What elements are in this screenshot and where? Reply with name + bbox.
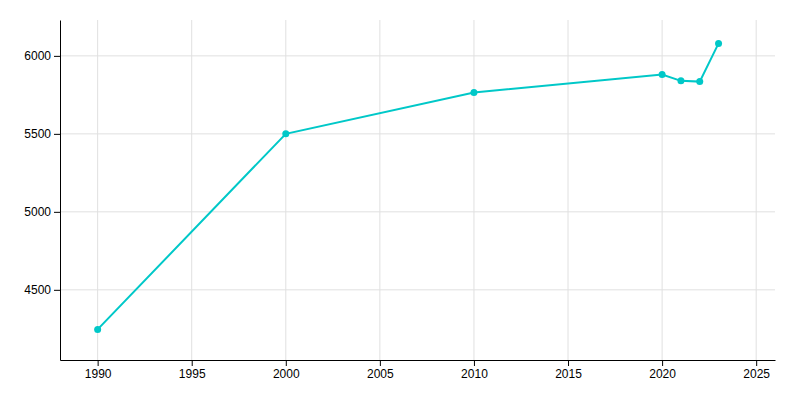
marker — [282, 130, 289, 137]
tick-mark — [98, 360, 99, 366]
tick-label: 2000 — [273, 367, 300, 381]
tick: 2000 — [273, 360, 300, 381]
chart: 1990 1995 2000 2005 2010 2015 2020 2025 4500 5000… — [0, 0, 800, 400]
tick-label: 2010 — [461, 367, 488, 381]
tick: 2025 — [743, 360, 770, 381]
tick: 2010 — [461, 360, 488, 381]
tick: 5000 — [24, 205, 60, 219]
tick-mark — [286, 360, 287, 366]
tick-label: 2025 — [743, 367, 770, 381]
tick: 2020 — [649, 360, 676, 381]
grid-line — [60, 289, 775, 290]
tick-label: 5000 — [24, 205, 51, 219]
tick-mark — [54, 212, 60, 213]
marker — [715, 40, 722, 47]
marker — [470, 89, 477, 96]
tick-label: 2020 — [649, 367, 676, 381]
grid-line — [60, 133, 775, 134]
tick-label: 1995 — [179, 367, 206, 381]
marker — [677, 77, 684, 84]
marker — [696, 78, 703, 85]
tick: 4500 — [24, 283, 60, 297]
tick-mark — [54, 290, 60, 291]
grid-line — [97, 20, 98, 360]
tick-label: 4500 — [24, 283, 51, 297]
grid-line — [60, 55, 775, 56]
grid-line — [60, 211, 775, 212]
grid-line — [662, 20, 663, 360]
tick-label: 6000 — [24, 49, 51, 63]
marker — [94, 326, 101, 333]
tick-label: 1990 — [85, 367, 112, 381]
grid-line — [379, 20, 380, 360]
series — [94, 40, 722, 333]
axis-line — [60, 21, 61, 361]
tick: 2015 — [555, 360, 582, 381]
tick-mark — [192, 360, 193, 366]
tick-mark — [474, 360, 475, 366]
tick-mark — [380, 360, 381, 366]
tick-mark — [54, 56, 60, 57]
grid — [60, 20, 775, 360]
line — [98, 43, 719, 329]
marker — [659, 71, 666, 78]
tick-mark — [54, 134, 60, 135]
tick-label: 2015 — [555, 367, 582, 381]
tick-mark — [568, 360, 569, 366]
plot-area: 1990 1995 2000 2005 2010 2015 2020 2025 4500 5000… — [24, 20, 775, 381]
grid-line — [285, 20, 286, 360]
grid-line — [473, 20, 474, 360]
tick-label: 2005 — [367, 367, 394, 381]
tick-mark — [756, 360, 757, 366]
tick: 6000 — [24, 49, 60, 63]
grid-line — [756, 20, 757, 360]
tick: 1995 — [179, 360, 206, 381]
y-axis: 4500 5000 5500 6000 — [24, 21, 60, 361]
x-axis: 1990 1995 2000 2005 2010 2015 2020 2025 — [61, 360, 776, 381]
tick-mark — [662, 360, 663, 366]
axis-line — [61, 360, 776, 361]
tick: 5500 — [24, 127, 60, 141]
tick: 1990 — [85, 360, 112, 381]
tick-label: 5500 — [24, 127, 51, 141]
grid-line — [191, 20, 192, 360]
tick: 2005 — [367, 360, 394, 381]
grid-line — [568, 20, 569, 360]
